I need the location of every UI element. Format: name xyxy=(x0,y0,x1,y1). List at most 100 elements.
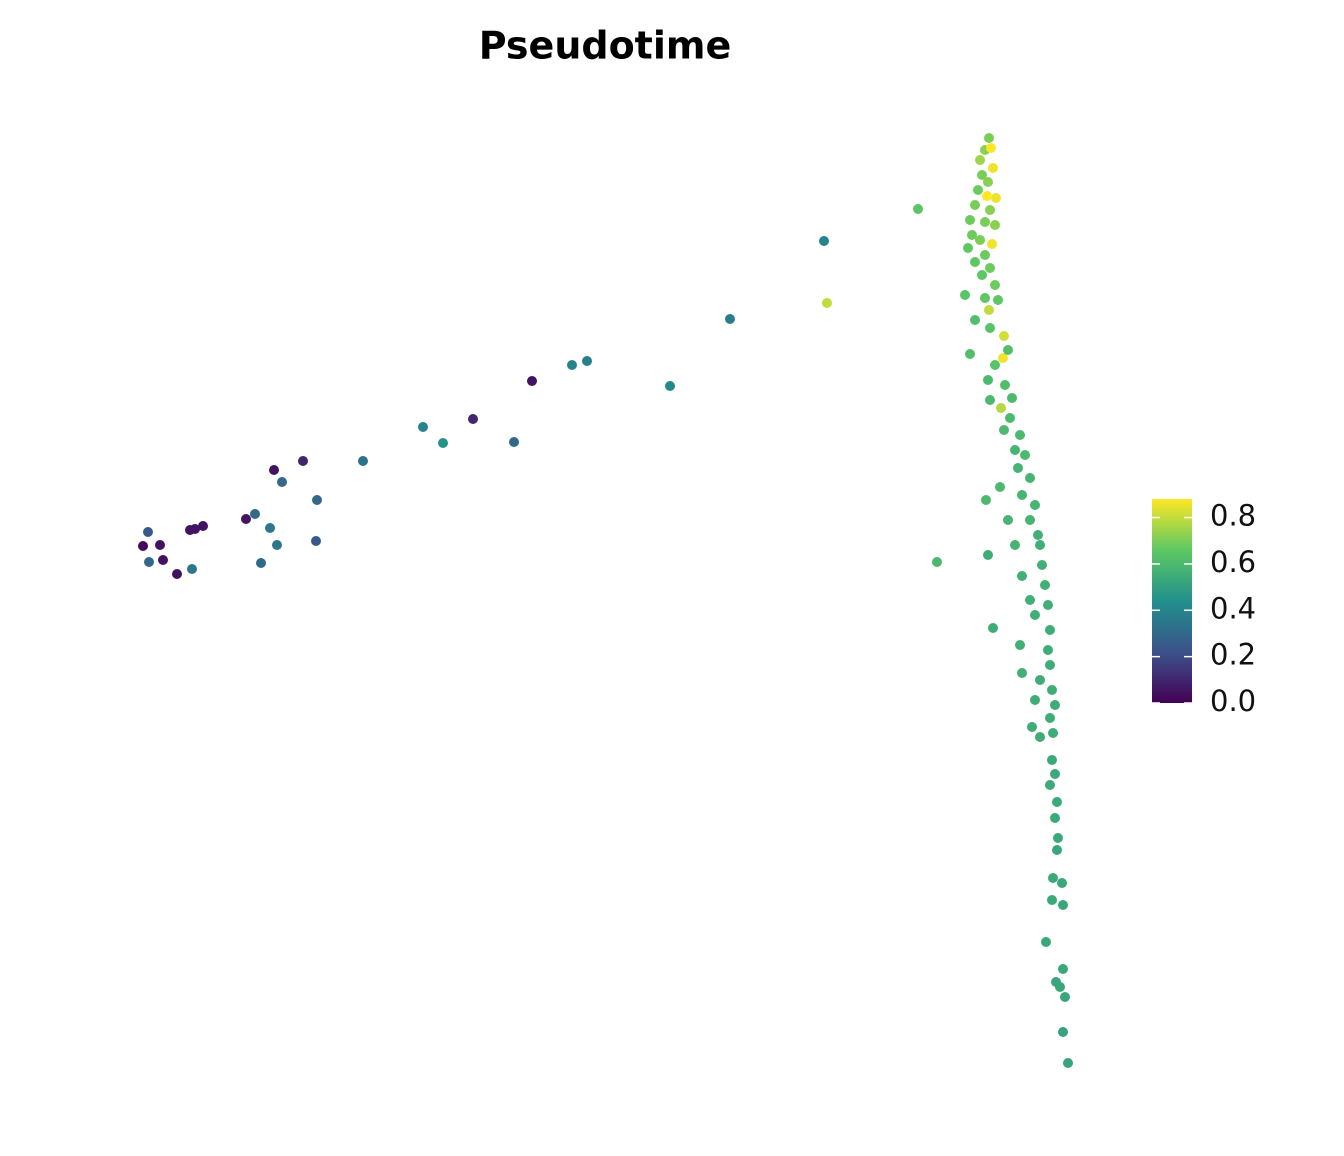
point xyxy=(1035,540,1045,550)
point xyxy=(980,217,990,227)
point xyxy=(1052,845,1062,855)
point xyxy=(582,356,592,366)
point xyxy=(983,550,993,560)
point xyxy=(1025,515,1035,525)
point xyxy=(1025,595,1035,605)
point xyxy=(468,414,478,424)
point xyxy=(993,295,1003,305)
point xyxy=(187,564,197,574)
point xyxy=(1058,964,1068,974)
point xyxy=(1007,393,1017,403)
point xyxy=(977,270,987,280)
point xyxy=(1058,1027,1068,1037)
point xyxy=(975,235,985,245)
point xyxy=(1045,780,1055,790)
point xyxy=(822,298,832,308)
point xyxy=(970,315,980,325)
point xyxy=(960,290,970,300)
point xyxy=(1017,571,1027,581)
point xyxy=(272,540,282,550)
point xyxy=(438,438,448,448)
point xyxy=(967,230,977,240)
point xyxy=(965,349,975,359)
colorbar xyxy=(1152,499,1192,703)
point xyxy=(975,155,985,165)
point xyxy=(198,521,208,531)
point xyxy=(995,482,1005,492)
point xyxy=(990,220,1000,230)
point xyxy=(1017,668,1027,678)
point xyxy=(1015,640,1025,650)
point xyxy=(973,185,983,195)
point xyxy=(991,193,1001,203)
colorbar-tick-label: 0.8 xyxy=(1210,499,1256,533)
point xyxy=(985,323,995,333)
colorbar-tick-label: 0.6 xyxy=(1210,545,1256,579)
point xyxy=(1010,445,1020,455)
point xyxy=(1045,660,1055,670)
point xyxy=(298,456,308,466)
point xyxy=(988,163,998,173)
point xyxy=(1027,722,1037,732)
chart-title: Pseudotime xyxy=(479,24,732,68)
point xyxy=(527,376,537,386)
point xyxy=(256,558,266,568)
point xyxy=(1050,813,1060,823)
point xyxy=(1017,490,1027,500)
point xyxy=(665,381,675,391)
point xyxy=(998,353,1008,363)
point xyxy=(985,263,995,273)
point xyxy=(970,257,980,267)
point xyxy=(1045,625,1055,635)
point xyxy=(1037,560,1047,570)
point xyxy=(1010,540,1020,550)
point xyxy=(143,527,153,537)
point xyxy=(996,403,1006,413)
point xyxy=(999,331,1009,341)
point xyxy=(269,465,279,475)
point xyxy=(725,314,735,324)
point xyxy=(138,541,148,551)
point xyxy=(1048,728,1058,738)
point xyxy=(418,422,428,432)
point xyxy=(1047,685,1057,695)
point xyxy=(965,215,975,225)
point xyxy=(311,536,321,546)
point xyxy=(1052,797,1062,807)
point xyxy=(987,239,997,249)
point xyxy=(1013,463,1023,473)
point xyxy=(1030,610,1040,620)
point xyxy=(1005,413,1015,423)
point xyxy=(1003,345,1013,355)
point xyxy=(172,569,182,579)
point xyxy=(985,205,995,215)
point xyxy=(1055,982,1065,992)
point xyxy=(1035,732,1045,742)
point xyxy=(1033,530,1043,540)
point xyxy=(977,170,987,180)
point xyxy=(265,523,275,533)
point xyxy=(1047,755,1057,765)
colorbar-tick-label: 0.0 xyxy=(1210,684,1256,718)
colorbar-tick-label: 0.2 xyxy=(1210,638,1256,672)
point xyxy=(963,243,973,253)
point xyxy=(913,204,923,214)
point xyxy=(277,477,287,487)
point xyxy=(981,495,991,505)
colorbar-tick-label: 0.4 xyxy=(1210,591,1256,625)
point xyxy=(1048,873,1058,883)
point xyxy=(1045,713,1055,723)
point xyxy=(983,375,993,385)
point xyxy=(980,250,990,260)
point xyxy=(312,495,322,505)
point xyxy=(990,360,1000,370)
point xyxy=(819,236,829,246)
point xyxy=(1030,695,1040,705)
point xyxy=(241,514,251,524)
point xyxy=(509,437,519,447)
point xyxy=(1000,380,1010,390)
point xyxy=(1020,450,1030,460)
point xyxy=(982,191,992,201)
point xyxy=(1003,515,1013,525)
point xyxy=(567,360,577,370)
